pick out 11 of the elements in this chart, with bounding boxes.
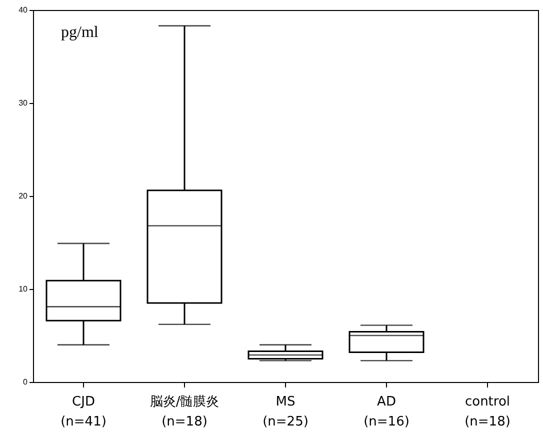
y-tick-label: 0 xyxy=(23,378,28,386)
y-tick-label: 10 xyxy=(18,284,28,294)
x-tick-label: CJD (n=41) xyxy=(60,394,106,430)
x-tick-label: MS (n=25) xyxy=(262,394,308,430)
y-tick-label: 30 xyxy=(18,98,28,108)
x-tick-label: 脳炎/髄膜炎 (n=18) xyxy=(150,394,220,430)
x-tick-label: AD (n=16) xyxy=(364,394,410,430)
x-tick-label: control (n=18) xyxy=(464,394,510,430)
y-axis-title: pg/ml xyxy=(61,24,99,41)
y-tick-label: 40 xyxy=(18,6,28,14)
y-tick-label: 20 xyxy=(18,192,28,200)
